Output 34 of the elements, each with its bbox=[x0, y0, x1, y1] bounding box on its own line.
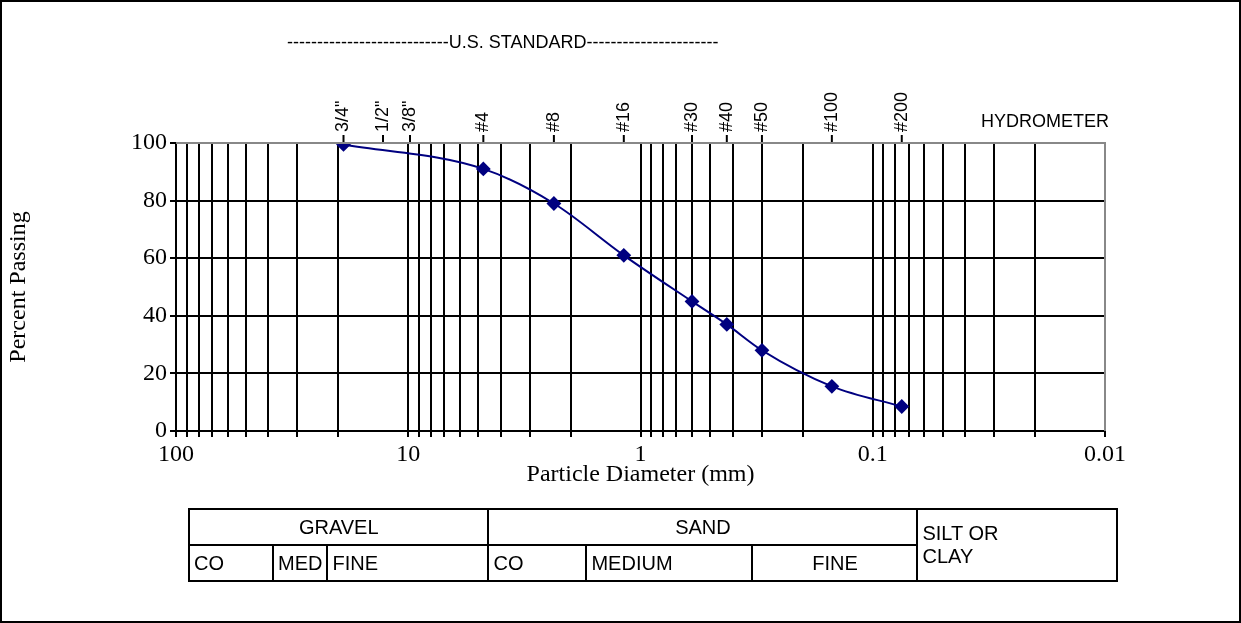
text: 1/2" bbox=[371, 100, 392, 132]
text: SILT OR bbox=[922, 522, 999, 544]
annotation: #40 bbox=[715, 101, 736, 132]
annotation: #8 bbox=[542, 111, 563, 132]
y-tick-label: 80 bbox=[143, 185, 167, 212]
x-tick-label: 0.1 bbox=[857, 439, 888, 466]
annotation: #30 bbox=[680, 101, 701, 132]
text: FINE bbox=[327, 545, 489, 581]
text: ---------------------------U.S. STANDARD---------------------- bbox=[287, 32, 719, 53]
text: MED bbox=[273, 545, 328, 581]
text: HYDROMETER bbox=[980, 111, 1109, 132]
y-tick-label: 100 bbox=[131, 128, 167, 155]
text: CO bbox=[488, 545, 587, 581]
text: GRAVEL bbox=[189, 509, 489, 545]
y-tick-label: 60 bbox=[143, 243, 167, 270]
text: SAND bbox=[488, 509, 918, 545]
text: CLAY bbox=[922, 545, 974, 567]
x-tick-label: 10 bbox=[396, 439, 421, 466]
text: MEDIUM bbox=[586, 545, 753, 581]
text: FINE bbox=[752, 545, 918, 581]
text: CO bbox=[189, 545, 273, 581]
annotation: #200 bbox=[890, 91, 911, 132]
y-tick-label: 20 bbox=[143, 358, 167, 385]
x-tick-label: 1 bbox=[634, 439, 647, 466]
x-tick-label: 0.01 bbox=[1084, 439, 1126, 466]
annotation: #50 bbox=[750, 101, 771, 132]
annotation: 3/4" bbox=[332, 100, 353, 132]
annotation: #100 bbox=[820, 91, 841, 132]
text: 3/8" bbox=[398, 100, 419, 132]
y-axis-title: Percent Passing bbox=[3, 211, 30, 363]
y-tick-label: 0 bbox=[155, 416, 167, 443]
annotation: #16 bbox=[612, 101, 633, 132]
annotation: #4 bbox=[472, 111, 493, 132]
y-tick-label: 40 bbox=[143, 301, 167, 328]
